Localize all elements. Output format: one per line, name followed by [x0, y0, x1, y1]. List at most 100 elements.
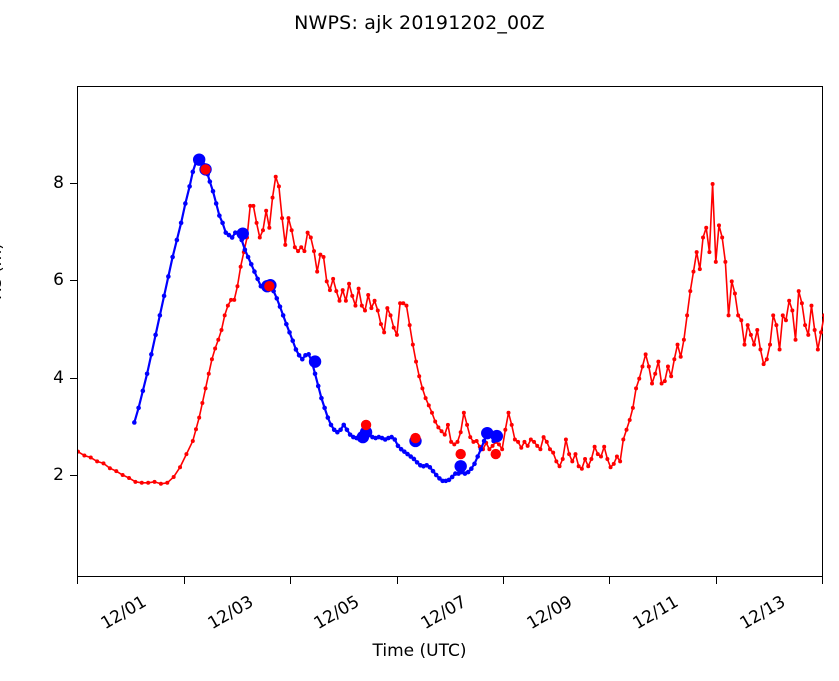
- x-tick-label-1209: 12/09: [523, 592, 576, 634]
- highlight-marker-forecast: [481, 426, 494, 440]
- data-point-observed: [232, 297, 237, 302]
- data-point-observed: [359, 303, 364, 308]
- data-point-observed: [681, 337, 686, 342]
- data-point-observed: [178, 465, 183, 470]
- data-point-forecast: [284, 321, 289, 327]
- data-point-observed: [331, 276, 336, 281]
- data-point-observed: [257, 235, 262, 240]
- data-point-forecast: [183, 201, 188, 206]
- data-point-observed: [812, 328, 817, 332]
- data-point-observed: [729, 279, 734, 284]
- data-point-observed: [618, 459, 623, 464]
- x-tick-mark: [609, 577, 611, 584]
- data-point-observed: [503, 427, 508, 432]
- data-point-observed: [407, 323, 412, 328]
- data-point-observed: [662, 379, 667, 384]
- data-point-observed: [455, 439, 460, 444]
- data-point-observed: [273, 174, 278, 179]
- data-point-observed: [353, 303, 358, 308]
- data-point-observed: [347, 281, 352, 286]
- data-point-observed: [634, 386, 639, 391]
- data-point-observed: [822, 313, 824, 318]
- data-point-observed: [225, 303, 230, 308]
- data-point-observed: [669, 374, 674, 379]
- data-point-observed: [605, 456, 610, 461]
- data-point-observed: [296, 249, 301, 254]
- data-point-forecast: [153, 332, 158, 338]
- data-point-forecast: [306, 352, 311, 357]
- data-point-observed: [439, 429, 444, 434]
- data-point-forecast: [319, 395, 324, 401]
- data-point-observed: [193, 427, 198, 432]
- data-point-observed: [532, 439, 537, 444]
- x-tick-mark: [77, 577, 79, 584]
- data-point-forecast: [280, 313, 286, 318]
- data-point-observed: [630, 405, 635, 410]
- data-point-observed: [538, 447, 543, 452]
- data-point-forecast: [472, 461, 477, 467]
- data-point-observed: [260, 228, 265, 233]
- highlight-marker-observed: [360, 419, 372, 431]
- data-point-observed: [101, 461, 106, 466]
- data-point-observed: [599, 454, 603, 459]
- data-point-observed: [318, 252, 323, 257]
- data-point-observed: [299, 245, 304, 250]
- data-point-observed: [229, 297, 234, 302]
- data-point-observed: [563, 437, 568, 442]
- data-point-observed: [522, 439, 527, 444]
- data-point-observed: [372, 298, 377, 303]
- data-point-observed: [468, 435, 473, 440]
- data-point-observed: [197, 415, 202, 420]
- data-point-observed: [723, 259, 728, 264]
- plot-area: [77, 86, 824, 577]
- data-point-observed: [95, 459, 100, 464]
- x-tick-label-1203: 12/03: [204, 592, 257, 634]
- data-point-observed: [583, 456, 588, 461]
- data-point-observed: [748, 332, 753, 337]
- data-point-observed: [774, 323, 779, 328]
- data-point-observed: [528, 437, 533, 442]
- data-point-forecast: [245, 254, 251, 260]
- data-point-observed: [685, 313, 690, 318]
- data-point-observed: [716, 223, 721, 228]
- data-point-observed: [646, 364, 651, 369]
- data-point-observed: [107, 466, 112, 471]
- data-point-observed: [557, 464, 562, 469]
- data-point-observed: [458, 430, 463, 435]
- data-point-observed: [289, 228, 294, 233]
- data-point-observed: [551, 450, 556, 455]
- data-point-forecast: [248, 262, 254, 267]
- data-point-observed: [385, 306, 390, 311]
- data-point-observed: [803, 323, 808, 328]
- data-point-observed: [401, 301, 406, 306]
- data-point-observed: [343, 298, 348, 303]
- data-point-forecast: [166, 274, 171, 279]
- data-point-forecast: [161, 293, 167, 299]
- data-point-observed: [621, 437, 626, 442]
- data-point-observed: [414, 359, 419, 364]
- data-point-observed: [713, 259, 718, 264]
- data-point-forecast: [449, 474, 455, 480]
- data-point-observed: [819, 330, 824, 335]
- data-point-observed: [286, 216, 291, 221]
- y-tick-mark: [70, 280, 77, 282]
- data-point-forecast: [341, 422, 347, 428]
- data-point-observed: [573, 452, 578, 457]
- data-point-forecast: [453, 471, 458, 476]
- data-point-forecast: [149, 352, 154, 357]
- x-tick-label-1205: 12/05: [310, 592, 363, 634]
- data-point-observed: [127, 475, 132, 480]
- data-point-observed: [280, 216, 285, 221]
- data-point-observed: [640, 364, 645, 369]
- data-point-observed: [704, 225, 709, 230]
- data-point-observed: [736, 313, 741, 318]
- data-point-observed: [206, 371, 211, 376]
- data-point-observed: [471, 439, 476, 444]
- x-tick-mark: [184, 577, 186, 584]
- data-point-observed: [184, 452, 189, 457]
- data-point-observed: [423, 396, 428, 401]
- data-point-forecast: [478, 446, 484, 452]
- data-point-observed: [356, 286, 361, 291]
- data-point-observed: [758, 347, 763, 352]
- data-point-observed: [650, 381, 655, 386]
